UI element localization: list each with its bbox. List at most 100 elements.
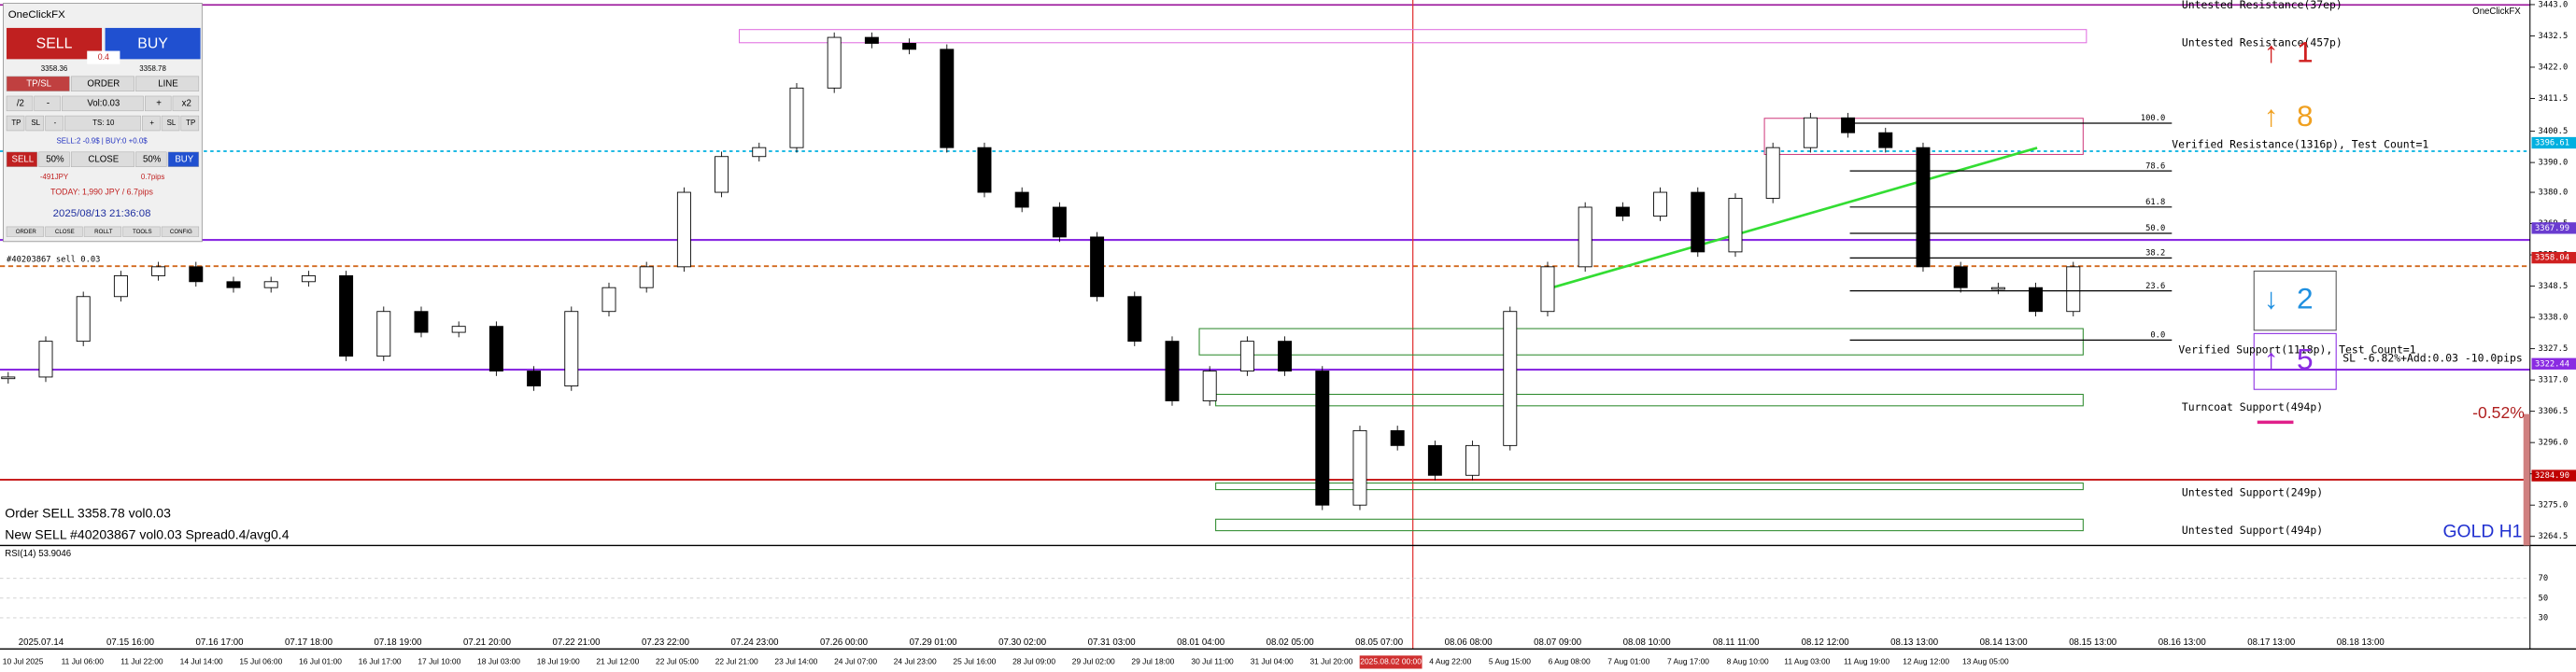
price-label: 3432.5 (2539, 32, 2569, 41)
sell-label: SELL (36, 36, 73, 52)
panel-button[interactable] (122, 226, 161, 237)
panel-button-label: ORDER (87, 78, 120, 89)
price-label: 3296.0 (2539, 439, 2569, 448)
annotation: Untested Support(494p) (2182, 524, 2323, 537)
time-label: 08.05 07:00 (1355, 637, 1403, 648)
symbol: GOLD H1 (2443, 521, 2523, 541)
time-label: 08.13 13:00 (1890, 637, 1938, 648)
panel-button[interactable] (161, 115, 180, 132)
annotation: Untested Resistance(457p) (2182, 35, 2342, 49)
panel-button-label: 50% (46, 154, 64, 164)
clock: 2025/08/13 21:36:08 (53, 208, 151, 219)
time-label: 07.17 18:00 (285, 637, 333, 648)
panel-button[interactable] (70, 151, 134, 167)
price-tag (2531, 357, 2576, 370)
panel-button-label: /2 (17, 98, 24, 108)
time-label: 07.18 19:00 (375, 637, 422, 648)
candle (263, 281, 278, 288)
panel-button[interactable] (45, 115, 64, 132)
fib-label: 0.0 (2150, 331, 2165, 341)
candle (1878, 132, 1893, 148)
zone (1215, 518, 2084, 532)
price-label: 3327.5 (2539, 344, 2569, 354)
time-label: 18 Jul 19:00 (537, 657, 580, 666)
annotation: Verified Support(1118p), Test Count=1 (2178, 343, 2415, 356)
time-label: 08.18 13:00 (2337, 637, 2385, 648)
fib-label: 23.6 (2145, 282, 2165, 291)
candle (1465, 444, 1480, 476)
panel-button-label: 50% (143, 154, 162, 164)
panel-button[interactable] (135, 151, 167, 167)
panel-button[interactable] (6, 115, 25, 132)
buy-button[interactable] (105, 27, 201, 60)
candle (1765, 147, 1780, 199)
time-label: 13 Aug 05:00 (1962, 657, 2009, 666)
sell-button[interactable] (7, 27, 103, 60)
annotation: Verified Resistance(1316p), Test Count=1 (2172, 137, 2428, 150)
panel-button-label: + (156, 98, 162, 108)
panel-button[interactable] (6, 226, 45, 237)
candle (1, 376, 16, 380)
panel-button[interactable] (180, 115, 200, 132)
panel-button-label: - (54, 119, 57, 127)
time-label: 31 Jul 04:00 (1251, 657, 1294, 666)
panel-button[interactable] (172, 95, 200, 112)
time-label: 11 Jul 22:00 (120, 657, 163, 666)
time-label: 08.14 13:00 (1980, 637, 2028, 648)
time-label: 07.31 03:00 (1088, 637, 1136, 648)
label-box (2253, 270, 2337, 331)
panel-button[interactable] (145, 95, 172, 112)
candle (1653, 191, 1668, 217)
time-label: 11 Aug 19:00 (1844, 657, 1890, 666)
candle (1090, 236, 1105, 298)
panel-button[interactable] (64, 115, 141, 132)
candle (1578, 206, 1592, 268)
time-label: 24 Jul 23:00 (894, 657, 937, 666)
candle (301, 274, 316, 283)
candle (1127, 296, 1142, 343)
label-box (2253, 332, 2337, 390)
panel-button[interactable] (70, 76, 134, 91)
panel-button[interactable] (45, 226, 83, 237)
arrow-number: 8 (2297, 99, 2314, 133)
time-label: 07.23 22:00 (642, 637, 689, 648)
price-tag-label: 3367.99 (2535, 224, 2569, 233)
time-label: 31 Jul 20:00 (1309, 657, 1352, 666)
panel-button[interactable] (135, 76, 200, 91)
arrow: ↓ (2264, 282, 2279, 315)
ask: 3358.78 (139, 64, 166, 73)
time-label: 08.07 09:00 (1534, 637, 1581, 648)
panel-button[interactable] (6, 95, 34, 112)
buy-label: BUY (137, 36, 168, 52)
panel-button[interactable] (62, 95, 144, 112)
brand: OneClickFX (2472, 7, 2521, 17)
time-label: 7 Aug 01:00 (1607, 657, 1649, 666)
time-label: 08.16 13:00 (2158, 637, 2206, 648)
panel-button-label: ORDER (16, 229, 37, 235)
price-label: 3275.0 (2539, 501, 2569, 511)
candle (1278, 341, 1293, 371)
panel-button[interactable] (142, 115, 161, 132)
candle (414, 311, 429, 333)
panel-button[interactable] (6, 76, 70, 91)
panel-button[interactable] (167, 151, 200, 167)
price-tag-label: 3396.61 (2535, 139, 2569, 148)
panel-button[interactable] (83, 226, 122, 237)
rsi-tick: 30 (2539, 613, 2549, 623)
candle (676, 191, 691, 268)
fib-label: 61.8 (2145, 198, 2165, 207)
price-tag-label: 3284.90 (2535, 471, 2569, 481)
time-label: 29 Jul 02:00 (1072, 657, 1115, 666)
panel-button[interactable] (6, 151, 38, 167)
panel-button[interactable] (38, 151, 70, 167)
panel-button[interactable] (34, 95, 61, 112)
fib-label: 38.2 (2145, 249, 2165, 259)
panel-button[interactable] (25, 115, 45, 132)
panel-button-label: TP (186, 119, 195, 127)
time-label: 2025.07.14 (19, 637, 64, 648)
panel-button[interactable] (161, 226, 200, 237)
candle (1990, 287, 2005, 290)
annotation: SL -6.82%+Add:0.03 -10.0pips (2342, 351, 2522, 364)
arrow-number: 5 (2297, 343, 2314, 376)
price-label: 3348.5 (2539, 282, 2569, 291)
